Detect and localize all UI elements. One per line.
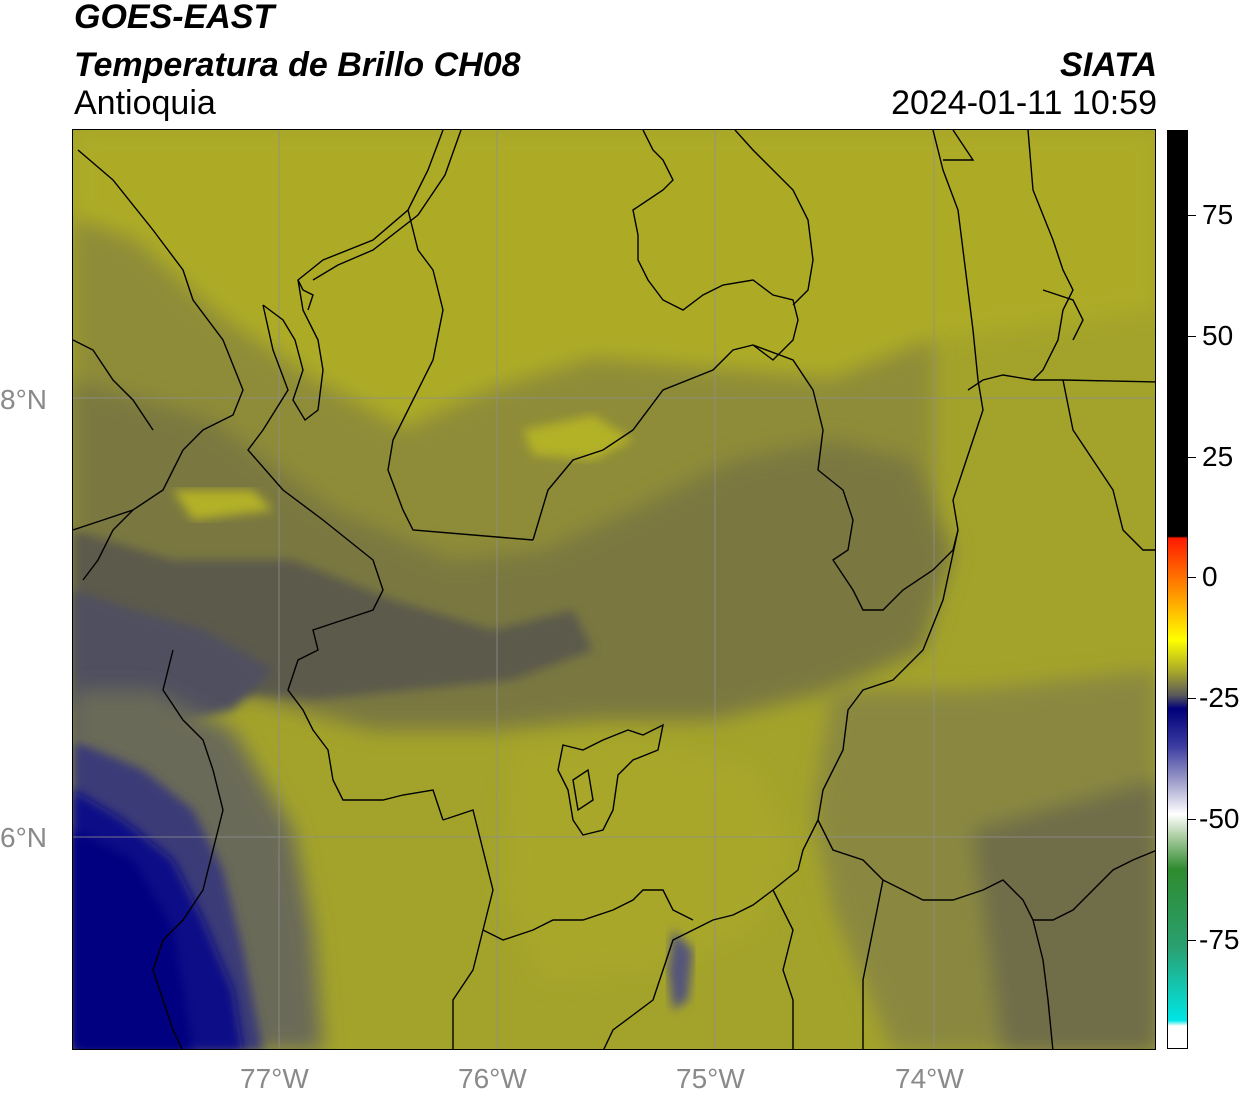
lon-label-76w: 76°W xyxy=(458,1063,527,1094)
colorbar-tick-mark xyxy=(1188,335,1196,337)
temperature-colorbar xyxy=(1167,130,1188,1049)
administrative-boundaries xyxy=(73,130,1155,1049)
colorbar-tick-mark xyxy=(1188,456,1196,458)
lat-label-6n: 6°N xyxy=(0,822,47,853)
temperature-field xyxy=(73,130,1155,1049)
colorbar-tick-mark xyxy=(1188,577,1196,579)
graticule xyxy=(73,130,1155,1049)
colorbar-tick-label: 25 xyxy=(1202,440,1234,472)
lon-label-75w: 75°W xyxy=(676,1063,745,1094)
datetime-label: 2024-01-11 10:59 xyxy=(891,84,1157,122)
colorbar-tick-label: 75 xyxy=(1202,199,1234,230)
lon-label-74w: 74°W xyxy=(895,1063,964,1094)
colorbar-tick-mark xyxy=(1188,939,1196,941)
organization-label: SIATA xyxy=(1060,46,1157,84)
region-label: Antioquia xyxy=(74,84,216,122)
colorbar-tick-label: -50 xyxy=(1199,803,1240,834)
colorbar-tick-mark xyxy=(1188,215,1196,216)
map-canvas xyxy=(73,130,1155,1049)
colorbar-tick-mark xyxy=(1188,819,1196,820)
colorbar-tick-label: 0 xyxy=(1202,561,1218,593)
colorbar-tick-label: 50 xyxy=(1202,319,1234,351)
product-title: Temperatura de Brillo CH08 xyxy=(74,46,521,84)
colorbar-tick-label: -25 xyxy=(1199,682,1240,714)
colorbar-tick-mark xyxy=(1188,698,1196,700)
lat-label-8n: 8°N xyxy=(0,384,47,415)
brightness-temperature-map xyxy=(72,129,1156,1050)
satellite-title: GOES-EAST xyxy=(74,0,275,36)
lon-label-77w: 77°W xyxy=(240,1063,309,1094)
colorbar-tick-label: -75 xyxy=(1199,923,1240,955)
